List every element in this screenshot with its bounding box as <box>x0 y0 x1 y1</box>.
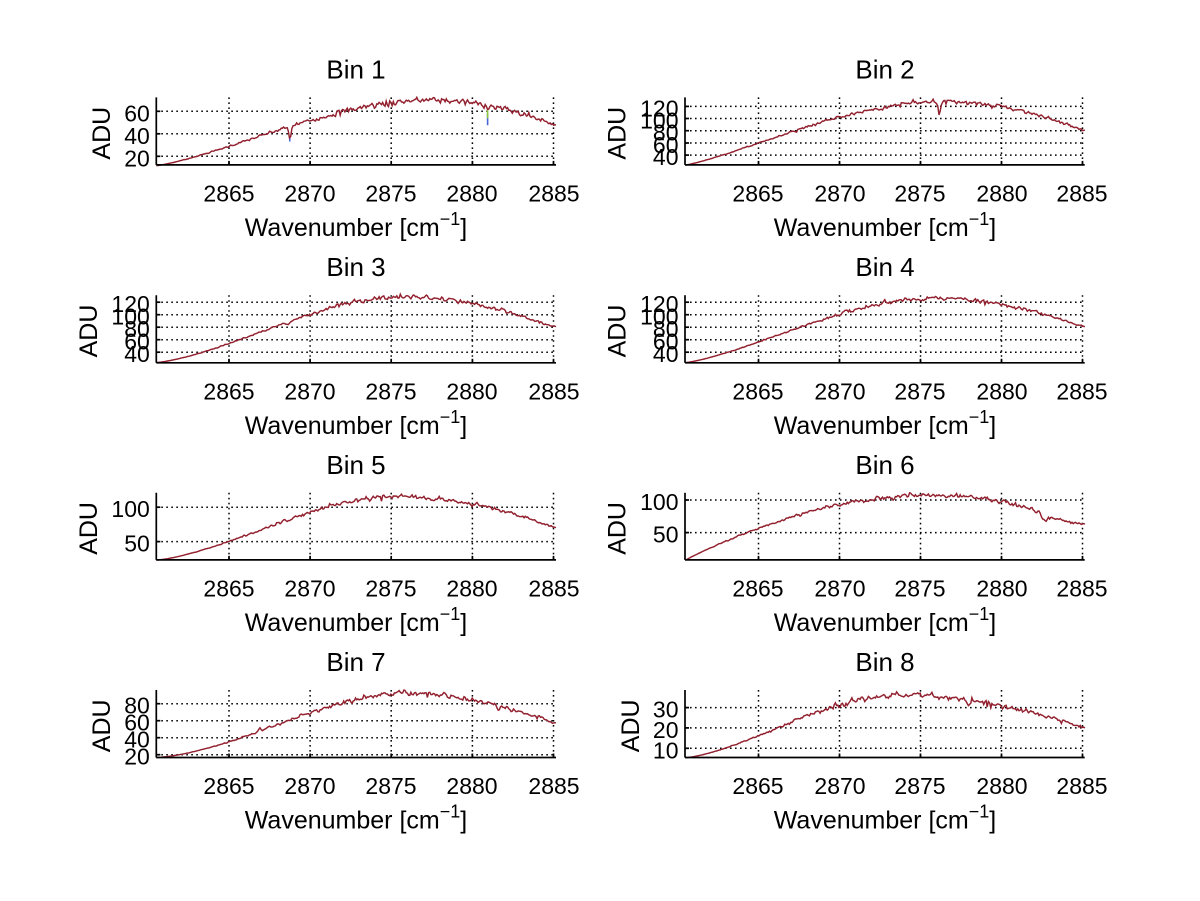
svg-text:2870: 2870 <box>284 180 335 206</box>
svg-text:2870: 2870 <box>814 773 865 799</box>
svg-text:50: 50 <box>124 531 150 557</box>
svg-text:60: 60 <box>124 329 150 355</box>
svg-text:2875: 2875 <box>365 180 416 206</box>
svg-text:2885: 2885 <box>1056 575 1107 601</box>
svg-text:ADU: ADU <box>604 305 632 358</box>
svg-text:2865: 2865 <box>732 575 783 601</box>
svg-text:ADU: ADU <box>75 305 103 358</box>
svg-text:Bin 1: Bin 1 <box>326 54 385 84</box>
svg-text:2870: 2870 <box>284 773 335 799</box>
svg-text:2880: 2880 <box>446 378 497 404</box>
svg-text:120: 120 <box>640 291 678 317</box>
svg-text:60: 60 <box>124 100 150 126</box>
svg-text:2870: 2870 <box>814 378 865 404</box>
svg-text:2875: 2875 <box>365 575 416 601</box>
svg-text:100: 100 <box>111 304 149 330</box>
svg-text:100: 100 <box>111 496 149 522</box>
svg-text:20: 20 <box>124 145 150 171</box>
svg-text:2885: 2885 <box>528 575 579 601</box>
svg-text:40: 40 <box>653 341 679 367</box>
svg-text:40: 40 <box>124 123 150 149</box>
svg-text:2875: 2875 <box>894 378 945 404</box>
svg-text:2880: 2880 <box>976 378 1027 404</box>
svg-text:2870: 2870 <box>814 575 865 601</box>
svg-text:Wavenumber [cm−1]: Wavenumber [cm−1] <box>245 209 467 242</box>
svg-text:2880: 2880 <box>976 180 1027 206</box>
svg-text:ADU: ADU <box>617 699 645 752</box>
svg-text:Bin 3: Bin 3 <box>326 252 385 282</box>
svg-text:2865: 2865 <box>732 773 783 799</box>
svg-text:ADU: ADU <box>604 502 632 555</box>
svg-text:2885: 2885 <box>528 180 579 206</box>
svg-text:2875: 2875 <box>365 378 416 404</box>
svg-text:120: 120 <box>111 291 149 317</box>
svg-text:80: 80 <box>653 316 679 342</box>
svg-text:60: 60 <box>653 132 679 158</box>
svg-text:40: 40 <box>124 341 150 367</box>
svg-text:Bin 4: Bin 4 <box>855 252 914 282</box>
svg-text:40: 40 <box>124 727 150 753</box>
svg-text:20: 20 <box>653 717 679 743</box>
svg-text:Bin 5: Bin 5 <box>326 450 385 480</box>
svg-text:2880: 2880 <box>976 575 1027 601</box>
svg-text:100: 100 <box>640 489 678 515</box>
svg-text:Wavenumber [cm−1]: Wavenumber [cm−1] <box>774 209 996 242</box>
svg-text:2885: 2885 <box>528 773 579 799</box>
svg-text:60: 60 <box>653 329 679 355</box>
svg-text:2880: 2880 <box>446 575 497 601</box>
svg-text:Wavenumber [cm−1]: Wavenumber [cm−1] <box>774 407 996 440</box>
svg-text:30: 30 <box>653 697 679 723</box>
svg-text:Wavenumber [cm−1]: Wavenumber [cm−1] <box>245 604 467 637</box>
svg-text:Bin 7: Bin 7 <box>326 647 385 677</box>
svg-text:60: 60 <box>124 710 150 736</box>
svg-text:2870: 2870 <box>814 180 865 206</box>
svg-text:Wavenumber [cm−1]: Wavenumber [cm−1] <box>245 407 467 440</box>
svg-text:Bin 8: Bin 8 <box>855 647 914 677</box>
svg-text:2885: 2885 <box>1056 378 1107 404</box>
svg-text:2880: 2880 <box>976 773 1027 799</box>
svg-text:100: 100 <box>640 108 678 134</box>
svg-text:2880: 2880 <box>446 773 497 799</box>
svg-text:ADU: ADU <box>88 107 116 160</box>
svg-text:Bin 2: Bin 2 <box>855 54 914 84</box>
svg-text:Bin 6: Bin 6 <box>855 450 914 480</box>
svg-text:80: 80 <box>124 693 150 719</box>
svg-text:2875: 2875 <box>894 180 945 206</box>
svg-text:100: 100 <box>640 304 678 330</box>
svg-text:2880: 2880 <box>446 180 497 206</box>
svg-text:2865: 2865 <box>732 378 783 404</box>
svg-text:2865: 2865 <box>203 575 254 601</box>
svg-text:80: 80 <box>124 316 150 342</box>
svg-text:50: 50 <box>653 522 679 548</box>
svg-text:2875: 2875 <box>365 773 416 799</box>
svg-text:Wavenumber [cm−1]: Wavenumber [cm−1] <box>774 604 996 637</box>
svg-text:2865: 2865 <box>203 378 254 404</box>
svg-text:2875: 2875 <box>894 773 945 799</box>
svg-text:Wavenumber [cm−1]: Wavenumber [cm−1] <box>245 802 467 835</box>
svg-text:2865: 2865 <box>203 773 254 799</box>
svg-text:40: 40 <box>653 144 679 170</box>
svg-text:2870: 2870 <box>284 575 335 601</box>
svg-text:ADU: ADU <box>75 502 103 555</box>
svg-text:120: 120 <box>640 95 678 121</box>
svg-text:2865: 2865 <box>203 180 254 206</box>
svg-text:2885: 2885 <box>1056 773 1107 799</box>
svg-text:2875: 2875 <box>894 575 945 601</box>
svg-text:ADU: ADU <box>604 107 632 160</box>
svg-text:2865: 2865 <box>732 180 783 206</box>
svg-text:2870: 2870 <box>284 378 335 404</box>
svg-text:Wavenumber [cm−1]: Wavenumber [cm−1] <box>774 802 996 835</box>
svg-text:80: 80 <box>653 120 679 146</box>
svg-text:10: 10 <box>653 737 679 763</box>
svg-text:2885: 2885 <box>1056 180 1107 206</box>
svg-text:ADU: ADU <box>88 699 116 752</box>
svg-text:20: 20 <box>124 744 150 770</box>
svg-text:2885: 2885 <box>528 378 579 404</box>
